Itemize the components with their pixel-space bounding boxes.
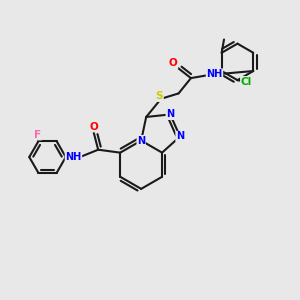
Text: N: N — [176, 131, 184, 142]
Text: O: O — [169, 58, 178, 68]
Text: S: S — [156, 91, 163, 101]
Text: NH: NH — [206, 69, 223, 79]
Text: N: N — [137, 136, 145, 146]
Text: O: O — [90, 122, 99, 132]
Text: Cl: Cl — [241, 76, 252, 87]
Text: F: F — [34, 130, 41, 140]
Text: NH: NH — [65, 152, 82, 162]
Text: N: N — [166, 110, 174, 119]
